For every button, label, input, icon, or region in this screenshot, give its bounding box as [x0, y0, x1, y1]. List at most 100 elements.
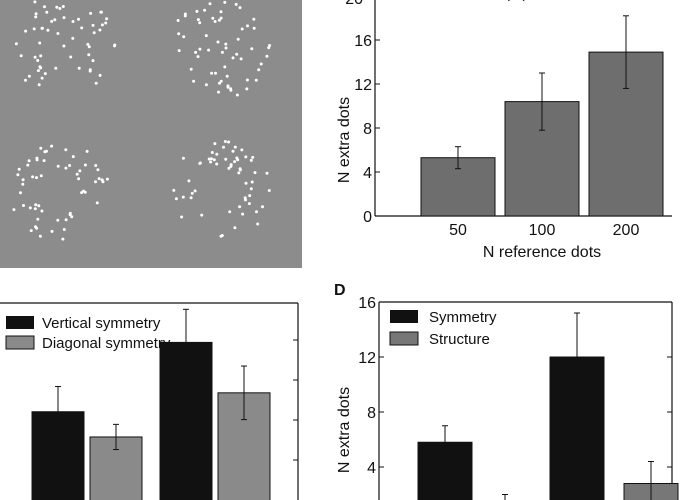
panel-d-ytick-label: 4: [367, 460, 376, 477]
legend-swatch-diagonal-symmetry: [5, 335, 35, 350]
stimulus-dot: [228, 210, 232, 214]
stimulus-dot: [182, 35, 186, 39]
stimulus-dot: [229, 163, 233, 167]
stimulus-dot: [19, 54, 23, 58]
stimulus-dot: [215, 162, 219, 166]
stimulus-dot: [22, 204, 25, 207]
stimulus-dot: [220, 50, 224, 54]
stimulus-dot: [36, 69, 40, 73]
stimulus-dot: [64, 148, 68, 152]
panel-a-background: [0, 0, 302, 268]
stimulus-dot: [248, 194, 252, 198]
panel-d-ylabel: N extra dots: [336, 387, 353, 473]
stimulus-dot: [71, 20, 75, 23]
stimulus-dot: [174, 197, 178, 201]
stimulus-dot: [33, 0, 37, 4]
stimulus-dot: [100, 23, 104, 27]
stimulus-dot: [195, 9, 199, 13]
stimulus-dot: [265, 54, 269, 58]
stimulus-dot: [235, 52, 239, 56]
legend-label-symmetry: Symmetry: [429, 309, 497, 326]
stimulus-dot: [91, 23, 95, 27]
stimulus-dot: [267, 46, 271, 50]
stimulus-dot: [213, 142, 217, 146]
stimulus-dot: [94, 180, 97, 184]
stimulus-dot: [36, 217, 40, 221]
panel-b: 20 ( , ) 0 4 8 12 16 50 100 200 N reference dot…: [336, 0, 672, 261]
stimulus-dot: [224, 46, 228, 50]
panel-b-ytick-label: 4: [363, 165, 372, 182]
stimulus-dot: [64, 166, 68, 170]
stimulus-dot: [218, 81, 221, 85]
stimulus-dot: [43, 5, 46, 9]
stimulus-dot: [83, 163, 87, 167]
stimulus-dot: [226, 85, 230, 89]
stimulus-dot: [43, 150, 47, 154]
stimulus-dot: [222, 145, 225, 149]
stimulus-dot: [198, 162, 202, 165]
stimulus-dot: [94, 81, 98, 85]
stimulus-dot: [227, 140, 231, 144]
stimulus-dot: [24, 29, 28, 33]
stimulus-dot: [250, 180, 254, 184]
stimulus-dot: [181, 195, 185, 199]
stimulus-dot: [208, 2, 212, 6]
stimulus-dot: [203, 8, 207, 12]
stimulus-dot: [216, 40, 220, 44]
stimulus-dot: [58, 7, 62, 10]
stimulus-dot: [196, 18, 200, 22]
stimulus-dot: [31, 175, 35, 179]
stimulus-dot: [96, 168, 100, 172]
stimulus-dot: [193, 189, 197, 193]
panel-b-bars: [420, 15, 664, 217]
stimulus-dot: [198, 47, 202, 51]
panel-d-ytick-label: 8: [367, 405, 376, 422]
stimulus-dot: [69, 55, 73, 59]
stimulus-dot: [204, 83, 208, 87]
panel-b-ytick-label: 0: [363, 209, 372, 226]
stimulus-dot: [61, 5, 65, 8]
stimulus-dot: [183, 14, 187, 18]
stimulus-dot: [45, 10, 49, 14]
stimulus-dot: [55, 5, 59, 9]
stimulus-dot: [214, 71, 217, 75]
stimulus-dot: [35, 156, 39, 160]
stimulus-dot: [244, 155, 248, 159]
stimulus-dot: [80, 191, 84, 195]
panel-d-ytick-label: 12: [358, 350, 376, 367]
stimulus-dot: [265, 171, 269, 175]
stimulus-dot: [244, 198, 247, 202]
stimulus-dot: [33, 55, 37, 59]
stimulus-dot: [27, 74, 31, 78]
stimulus-dot: [34, 203, 38, 207]
panel-c-bars: [31, 308, 271, 500]
stimulus-dot: [86, 42, 90, 46]
stimulus-dot: [249, 187, 253, 191]
stimulus-dot: [215, 152, 219, 156]
legend-swatch-structure: [389, 331, 419, 346]
stimulus-dot: [43, 72, 47, 76]
stimulus-dot: [219, 79, 223, 83]
panel-b-xtick-label: 100: [529, 222, 556, 239]
stimulus-dot: [256, 222, 260, 226]
stimulus-dot: [200, 213, 204, 217]
stimulus-dot: [94, 164, 98, 167]
stimulus-dot: [113, 44, 116, 48]
stimulus-dot: [177, 32, 181, 36]
stimulus-dot: [196, 55, 200, 59]
stimulus-dot: [62, 16, 66, 20]
stimulus-dot: [190, 191, 194, 195]
stimulus-dot: [250, 47, 254, 51]
stimulus-dot: [88, 68, 92, 72]
stimulus-dot: [50, 229, 54, 233]
stimulus-dot: [237, 171, 241, 175]
stimulus-dot: [98, 73, 102, 77]
stimulus-dot: [251, 155, 255, 159]
stimulus-dot: [217, 18, 221, 22]
stimulus-dot: [207, 157, 211, 161]
stimulus-dot: [50, 19, 54, 23]
stimulus-dot: [46, 28, 50, 32]
legend-swatch-symmetry: [390, 310, 418, 323]
stimulus-dot: [71, 155, 75, 159]
